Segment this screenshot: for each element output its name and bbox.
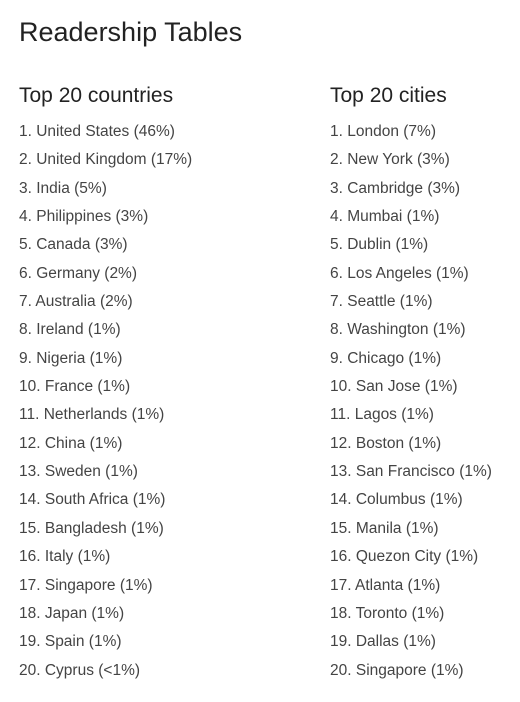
country-item: 9. Nigeria (1%) — [19, 349, 123, 367]
country-item: 5. Canada (3%) — [19, 236, 128, 254]
countries-heading: Top 20 countries — [19, 84, 174, 107]
country-item: 3. India (5%) — [19, 179, 107, 197]
page-title: Readership Tables — [19, 17, 243, 47]
city-item: 18. Toronto (1%) — [330, 604, 445, 622]
country-item: 20. Cyprus (<1%) — [19, 661, 141, 679]
country-item: 13. Sweden (1%) — [19, 463, 138, 481]
city-item: 7. Seattle (1%) — [330, 293, 433, 311]
cities-list: 1. London (7%) 2. New York (3%) 3. Cambr… — [330, 118, 516, 685]
cities-heading: Top 20 cities — [330, 84, 447, 107]
country-item: 6. Germany (2%) — [19, 264, 138, 282]
city-item: 10. San Jose (1%) — [330, 378, 458, 396]
country-item: 2. United Kingdom (17%) — [19, 151, 193, 169]
cities-table: Top 20 cities 1. London (7%) 2. New York… — [330, 82, 516, 685]
country-item: 17. Singapore (1%) — [19, 576, 153, 594]
countries-table: Top 20 countries 1. United States (46%) … — [19, 82, 309, 685]
country-item: 19. Spain (1%) — [19, 633, 122, 651]
country-item: 16. Italy (1%) — [19, 548, 111, 566]
country-item: 12. China (1%) — [19, 434, 123, 452]
city-item: 13. San Francisco (1%) — [330, 463, 492, 481]
city-item: 16. Quezon City (1%) — [330, 548, 479, 566]
city-item: 5. Dublin (1%) — [330, 236, 429, 254]
city-item: 15. Manila (1%) — [330, 519, 439, 537]
country-item: 10. France (1%) — [19, 378, 131, 396]
city-item: 17. Atlanta (1%) — [330, 576, 441, 594]
city-item: 3. Cambridge (3%) — [330, 179, 461, 197]
city-item: 8. Washington (1%) — [330, 321, 466, 339]
city-item: 11. Lagos (1%) — [330, 406, 434, 424]
countries-list: 1. United States (46%) 2. United Kingdom… — [19, 118, 309, 685]
city-item: 9. Chicago (1%) — [330, 349, 442, 367]
country-item: 14. South Africa (1%) — [19, 491, 166, 509]
country-item: 18. Japan (1%) — [19, 604, 125, 622]
city-item: 14. Columbus (1%) — [330, 491, 463, 509]
country-item: 15. Bangladesh (1%) — [19, 519, 164, 537]
country-item: 7. Australia (2%) — [19, 293, 133, 311]
city-item: 20. Singapore (1%) — [330, 661, 464, 679]
city-item: 2. New York (3%) — [330, 151, 450, 169]
city-item: 4. Mumbai (1%) — [330, 208, 440, 226]
city-item: 1. London (7%) — [330, 123, 436, 140]
city-item: 19. Dallas (1%) — [330, 633, 436, 651]
city-item: 12. Boston (1%) — [330, 434, 442, 452]
country-item: 8. Ireland (1%) — [19, 321, 121, 339]
country-item: 4. Philippines (3%) — [19, 208, 149, 226]
city-item: 6. Los Angeles (1%) — [330, 264, 469, 282]
country-item: 11. Netherlands (1%) — [19, 406, 165, 424]
country-item: 1. United States (46%) — [19, 123, 175, 140]
